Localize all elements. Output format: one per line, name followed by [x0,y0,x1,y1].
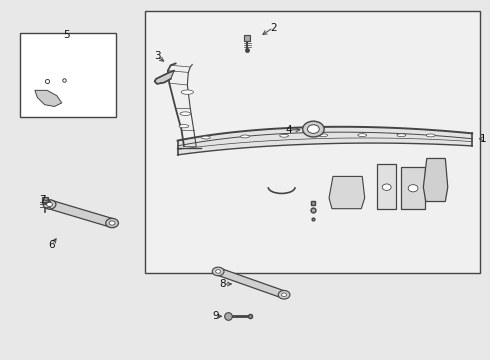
Circle shape [308,125,319,134]
Text: 3: 3 [154,51,160,61]
Bar [20,33,116,117]
Circle shape [408,185,418,192]
Bar [401,167,425,209]
Polygon shape [48,201,114,227]
Polygon shape [329,176,365,209]
Text: 2: 2 [270,23,277,33]
Ellipse shape [180,112,191,116]
Ellipse shape [426,134,435,137]
Circle shape [303,121,324,137]
Circle shape [282,293,287,297]
Text: 8: 8 [220,279,226,289]
Bar [377,164,396,209]
Ellipse shape [319,134,328,137]
Circle shape [278,291,290,299]
Polygon shape [423,158,448,202]
Polygon shape [177,127,472,155]
Ellipse shape [179,125,189,128]
Text: 4: 4 [286,125,293,135]
Polygon shape [216,268,286,298]
Circle shape [212,267,224,276]
Text: 5: 5 [63,30,70,40]
Bar [145,12,480,273]
Circle shape [43,200,56,209]
Polygon shape [35,90,62,107]
Circle shape [216,270,220,273]
Text: 6: 6 [49,239,55,249]
Ellipse shape [181,90,194,94]
Circle shape [109,221,115,225]
Ellipse shape [201,136,210,139]
Circle shape [106,219,119,228]
Text: 1: 1 [480,134,487,144]
Circle shape [47,202,52,207]
Polygon shape [155,71,174,84]
Text: 7: 7 [39,195,46,205]
Ellipse shape [280,134,289,137]
Ellipse shape [358,134,367,136]
Circle shape [382,184,391,190]
Ellipse shape [397,134,406,137]
Ellipse shape [241,135,249,138]
Text: 9: 9 [212,311,219,321]
